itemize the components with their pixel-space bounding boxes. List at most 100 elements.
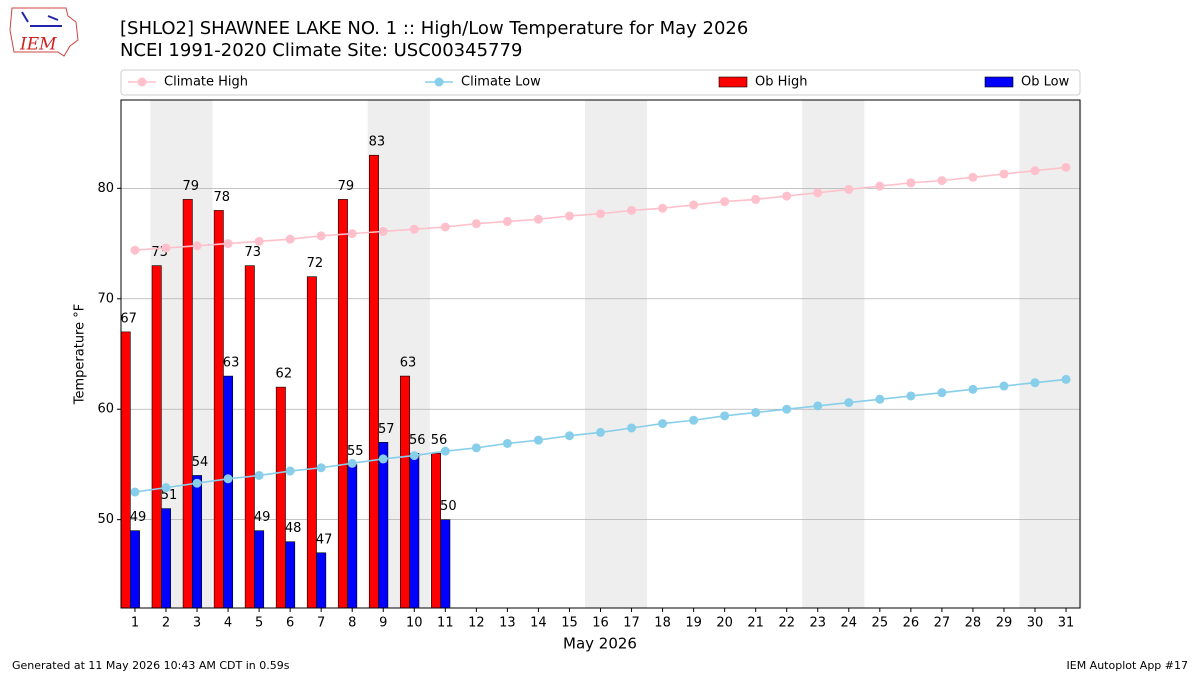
data-label: 49 — [254, 510, 271, 525]
legend-swatch — [137, 77, 147, 87]
line-marker — [130, 487, 140, 497]
line-marker — [658, 419, 668, 429]
bar — [120, 331, 131, 609]
weekend-band — [1019, 100, 1082, 608]
legend-label: Ob Low — [1021, 75, 1070, 90]
bar — [378, 442, 389, 609]
bar — [347, 464, 358, 609]
data-label: 73 — [245, 245, 262, 260]
line-marker — [813, 401, 823, 411]
plot-frame — [120, 99, 1081, 609]
legend-box — [120, 69, 1081, 96]
line-marker — [720, 411, 730, 421]
y-axis-label: Temperature °F — [73, 304, 88, 405]
line-marker — [875, 394, 885, 404]
x-tick-label: 16 — [592, 616, 609, 631]
line-marker — [999, 169, 1009, 179]
data-label: 83 — [369, 135, 386, 150]
line-marker — [440, 222, 450, 232]
legend-label: Ob High — [755, 75, 808, 90]
line-marker — [192, 241, 202, 251]
legend-label: Climate High — [164, 75, 248, 90]
line-marker — [658, 203, 668, 213]
bar — [368, 154, 379, 609]
logo: IEM — [9, 7, 79, 57]
line-marker — [627, 423, 637, 433]
x-tick-label: 26 — [903, 616, 920, 631]
line-marker — [409, 224, 419, 234]
line-marker — [782, 191, 792, 201]
x-tick-label: 6 — [286, 616, 294, 631]
line-marker — [813, 188, 823, 198]
bar — [306, 276, 317, 609]
bar — [182, 199, 193, 609]
line-marker — [378, 454, 388, 464]
data-label: 49 — [130, 510, 147, 525]
x-tick-label: 4 — [224, 616, 232, 631]
x-tick-label: 12 — [468, 616, 485, 631]
bar — [223, 375, 234, 609]
x-tick-label: 7 — [317, 616, 325, 631]
line-marker — [782, 404, 792, 414]
x-tick-label: 2 — [162, 616, 170, 631]
x-tick-label: 1 — [131, 616, 139, 631]
footer-right: IEM Autoplot App #17 — [1067, 659, 1189, 672]
data-label: 57 — [378, 422, 395, 437]
line-marker — [564, 431, 574, 441]
line-marker — [844, 184, 854, 194]
line-marker — [937, 176, 947, 186]
data-label: 62 — [276, 367, 293, 382]
line-marker — [130, 245, 140, 255]
line-marker — [254, 236, 264, 246]
line-marker — [347, 229, 357, 239]
x-tick-label: 17 — [623, 616, 640, 631]
legend-swatch — [984, 76, 1014, 88]
line-marker — [968, 172, 978, 182]
line-marker — [1030, 378, 1040, 388]
data-label: 67 — [120, 311, 137, 326]
x-tick-label: 20 — [716, 616, 733, 631]
y-tick-label: 70 — [97, 291, 114, 306]
y-tick-label: 50 — [97, 512, 114, 527]
line-marker — [285, 466, 295, 476]
line-marker — [906, 391, 916, 401]
x-tick-label: 15 — [561, 616, 578, 631]
line-marker — [844, 398, 854, 408]
data-label: 79 — [182, 179, 199, 194]
bar — [244, 265, 255, 609]
x-axis-label: May 2026 — [563, 635, 637, 653]
x-tick-label: 22 — [778, 616, 795, 631]
x-tick-label: 30 — [1027, 616, 1044, 631]
bar — [161, 508, 171, 609]
legend-label: Climate Low — [461, 75, 541, 90]
bar — [316, 552, 327, 609]
bar — [130, 530, 140, 609]
x-tick-label: 25 — [872, 616, 889, 631]
data-label: 63 — [400, 356, 417, 371]
chart-subtitle: NCEI 1991-2020 Climate Site: USC00345779 — [120, 40, 522, 61]
line-marker — [161, 483, 171, 493]
x-tick-label: 8 — [348, 616, 356, 631]
line-marker — [378, 226, 388, 236]
weekend-band — [584, 100, 648, 608]
line-marker — [689, 200, 699, 210]
line-marker — [720, 197, 730, 207]
bar — [192, 475, 202, 609]
logo-outline — [9, 7, 79, 57]
line-marker — [875, 181, 885, 191]
x-tick-label: 28 — [965, 616, 982, 631]
line-marker — [192, 478, 202, 488]
line-marker — [316, 463, 326, 473]
line-marker — [223, 239, 233, 249]
y-tick-label: 80 — [97, 181, 114, 196]
x-tick-label: 31 — [1058, 616, 1075, 631]
y-tick-label: 60 — [97, 402, 114, 417]
line-marker — [751, 408, 761, 418]
x-tick-label: 29 — [996, 616, 1013, 631]
line-marker — [223, 474, 233, 484]
data-label: 54 — [192, 455, 209, 470]
bar — [400, 375, 410, 609]
line-marker — [533, 214, 543, 224]
line-marker — [316, 231, 326, 241]
line-marker — [689, 415, 699, 425]
